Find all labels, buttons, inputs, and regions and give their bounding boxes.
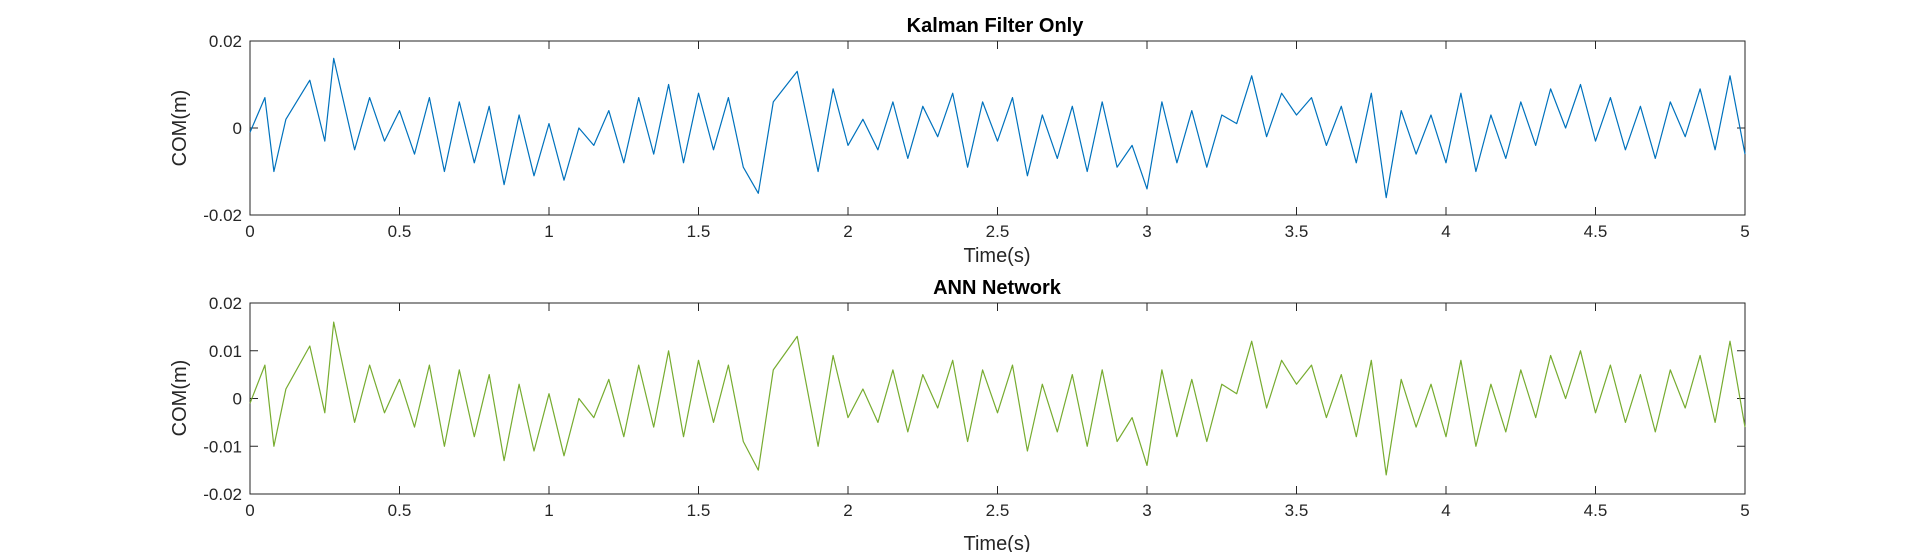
x-tick-label: 2	[843, 501, 852, 520]
x-tick-label: 4.5	[1584, 501, 1608, 520]
x-tick-label: 4	[1441, 501, 1450, 520]
x-tick-label: 2.5	[986, 501, 1010, 520]
x-tick-label: 4.5	[1584, 222, 1608, 241]
series-line	[249, 57, 1746, 199]
y-axis-label: COM(m)	[169, 90, 191, 167]
x-tick-label: 2	[843, 222, 852, 241]
subplot-ann: ANN Network 0 0.5 1 1.5 2 2.5 3 3.5 4 4.5 5 -0.02-…	[169, 277, 1750, 552]
y-tick-group: -0.02 0 0.02	[203, 32, 1745, 225]
axes-frame	[249, 40, 1746, 216]
y-tick-label: -0.01	[203, 437, 242, 456]
y-tick-label: -0.02	[203, 485, 242, 504]
x-tick-label: 3	[1142, 501, 1151, 520]
x-tick-label: 5	[1740, 222, 1749, 241]
x-tick-label: 0.5	[388, 501, 412, 520]
x-axis-label: Time(s)	[963, 245, 1030, 267]
x-tick-label: 1	[544, 501, 553, 520]
x-tick-label: 3.5	[1285, 501, 1309, 520]
x-tick-label: 0	[245, 222, 254, 241]
series-line	[249, 321, 1746, 476]
y-tick-label: 0.01	[209, 342, 242, 361]
x-tick-label: 1.5	[687, 222, 711, 241]
x-tick-label: 4	[1441, 222, 1450, 241]
subplot-title: ANN Network	[933, 277, 1062, 299]
y-tick-label: -0.02	[203, 206, 242, 225]
y-tick-label: 0.02	[209, 294, 242, 313]
x-tick-group: 0 0.5 1 1.5 2 2.5 3 3.5 4 4.5 5	[245, 303, 1750, 520]
y-tick-group: -0.02 -0.01 0 0.01 0.02	[203, 294, 1745, 504]
x-tick-group: 0 0.5 1 1.5 2 2.5 3 3.5 4 4.5 5	[245, 41, 1750, 241]
y-axis-label: COM(m)	[169, 360, 191, 437]
x-tick-label: 2.5	[986, 222, 1010, 241]
x-tick-label: 3.5	[1285, 222, 1309, 241]
x-tick-label: 3	[1142, 222, 1151, 241]
y-tick-label: 0	[233, 390, 242, 409]
series-group	[249, 57, 1746, 199]
x-axis-label: Time(s)	[963, 533, 1030, 552]
subplot-title: Kalman Filter Only	[907, 15, 1085, 37]
x-tick-label: 0.5	[388, 222, 412, 241]
x-tick-label: 5	[1740, 501, 1749, 520]
x-tick-label: 1.5	[687, 501, 711, 520]
y-tick-label: 0.02	[209, 32, 242, 51]
axes-frame	[249, 302, 1746, 495]
x-tick-label: 1	[544, 222, 553, 241]
subplot-kalman: Kalman Filter Only 0 0.5 1 1.5 2 2.5 3 3.5 4 4.5 5…	[169, 15, 1750, 267]
series-group	[249, 321, 1746, 476]
x-tick-label: 0	[245, 501, 254, 520]
y-tick-label: 0	[233, 119, 242, 138]
